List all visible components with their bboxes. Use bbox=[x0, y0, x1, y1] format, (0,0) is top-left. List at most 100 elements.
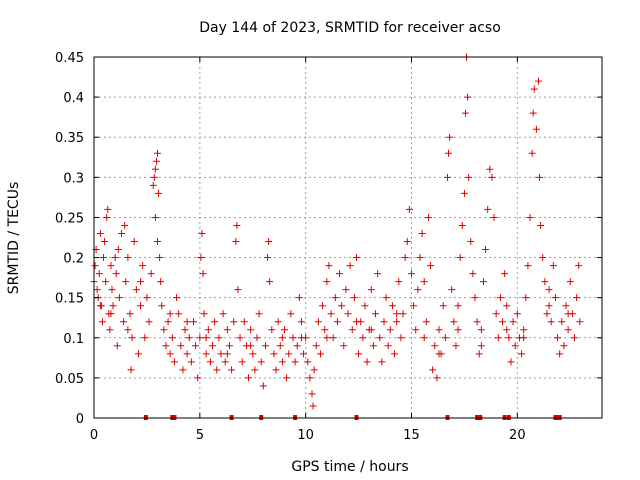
data-point bbox=[247, 342, 255, 350]
data-point bbox=[562, 302, 570, 310]
data-point bbox=[264, 254, 272, 262]
data-point bbox=[139, 262, 147, 270]
data-point bbox=[143, 294, 151, 302]
data-point bbox=[157, 278, 165, 286]
data-point bbox=[465, 173, 473, 181]
data-point bbox=[173, 294, 181, 302]
data-point bbox=[150, 173, 158, 181]
data-point bbox=[556, 350, 564, 358]
data-point bbox=[530, 85, 538, 93]
data-point bbox=[251, 366, 259, 374]
data-point bbox=[232, 238, 240, 246]
data-point bbox=[477, 342, 485, 350]
data-point bbox=[240, 318, 248, 326]
y-tick-label: 0.35 bbox=[55, 131, 84, 146]
plot-frame bbox=[93, 56, 603, 419]
data-point bbox=[446, 133, 454, 141]
data-point bbox=[164, 318, 172, 326]
data-point bbox=[268, 326, 276, 334]
data-point bbox=[401, 254, 409, 262]
data-point bbox=[492, 310, 500, 318]
y-tick-label: 0.25 bbox=[55, 211, 84, 226]
data-point bbox=[529, 109, 537, 117]
data-point bbox=[236, 334, 244, 342]
y-tick-label: 0.1 bbox=[63, 332, 84, 347]
data-point bbox=[238, 358, 246, 366]
data-point bbox=[331, 294, 339, 302]
data-point bbox=[551, 294, 559, 302]
data-point bbox=[166, 310, 174, 318]
data-point bbox=[312, 342, 320, 350]
data-point bbox=[386, 326, 394, 334]
data-point bbox=[223, 350, 231, 358]
data-point bbox=[363, 358, 371, 366]
data-point bbox=[281, 326, 288, 334]
data-point bbox=[410, 302, 418, 310]
data-point bbox=[412, 326, 420, 334]
data-point bbox=[278, 358, 286, 366]
x-tick-label: 10 bbox=[297, 428, 314, 443]
data-point bbox=[513, 310, 521, 318]
data-point bbox=[522, 294, 530, 302]
data-point bbox=[111, 254, 119, 262]
data-point bbox=[160, 326, 168, 334]
data-point bbox=[114, 246, 122, 254]
data-point bbox=[134, 350, 142, 358]
data-point bbox=[554, 334, 562, 342]
data-point bbox=[414, 286, 422, 294]
data-point bbox=[321, 326, 329, 334]
data-point bbox=[168, 334, 176, 342]
data-point bbox=[340, 342, 348, 350]
data-point bbox=[257, 358, 265, 366]
data-point bbox=[416, 254, 424, 262]
data-point bbox=[532, 125, 540, 133]
data-point bbox=[293, 342, 301, 350]
data-point bbox=[378, 358, 386, 366]
data-point bbox=[289, 334, 297, 342]
data-point bbox=[202, 334, 210, 342]
data-point bbox=[405, 205, 413, 213]
data-point bbox=[245, 374, 253, 382]
data-point bbox=[501, 270, 509, 278]
data-point bbox=[496, 294, 504, 302]
data-point bbox=[482, 246, 490, 254]
data-point bbox=[115, 294, 123, 302]
data-point bbox=[101, 238, 109, 246]
data-point bbox=[545, 286, 553, 294]
y-axis-label: SRMTID / TECUs bbox=[6, 182, 22, 295]
data-point bbox=[431, 342, 439, 350]
data-point bbox=[575, 262, 583, 270]
data-point bbox=[384, 342, 392, 350]
data-point bbox=[346, 262, 354, 270]
data-point bbox=[93, 286, 101, 294]
data-point bbox=[448, 286, 456, 294]
data-point bbox=[576, 318, 584, 326]
data-point bbox=[464, 93, 472, 101]
data-point bbox=[283, 374, 291, 382]
grid bbox=[94, 57, 602, 418]
data-point bbox=[560, 342, 568, 350]
data-point bbox=[162, 342, 170, 350]
data-point bbox=[460, 189, 468, 197]
data-point bbox=[272, 366, 280, 374]
data-point bbox=[177, 342, 185, 350]
data-point bbox=[155, 189, 163, 197]
data-point bbox=[450, 318, 458, 326]
data-point bbox=[230, 318, 238, 326]
data-point bbox=[166, 350, 174, 358]
data-point bbox=[422, 318, 430, 326]
data-point bbox=[558, 318, 566, 326]
data-point bbox=[213, 366, 221, 374]
y-tick-label: 0.4 bbox=[63, 91, 84, 106]
data-point bbox=[543, 310, 551, 318]
x-axis-label: GPS time / hours bbox=[291, 459, 408, 475]
data-point bbox=[287, 310, 295, 318]
data-point bbox=[175, 310, 183, 318]
data-point bbox=[473, 318, 481, 326]
data-point bbox=[98, 318, 106, 326]
data-point bbox=[156, 254, 164, 262]
data-point bbox=[96, 229, 104, 237]
data-point bbox=[104, 205, 112, 213]
data-point bbox=[467, 238, 475, 246]
